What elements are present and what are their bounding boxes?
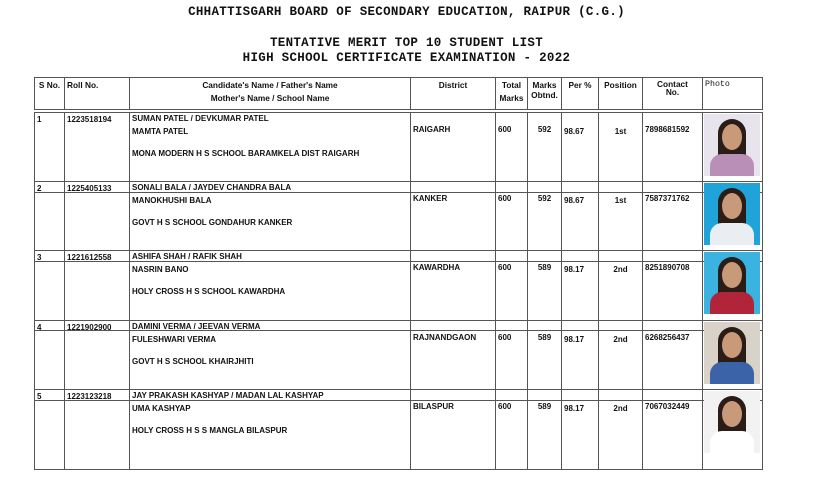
mother-name: UMA KASHYAP [132,403,191,413]
district: RAIGARH [410,112,496,193]
mother-name: MANOKHUSHI BALA [132,196,212,206]
sno: 2 [34,181,65,263]
col-sno: S No. [34,77,65,110]
exam-title: HIGH SCHOOL CERTIFICATE EXAMINATION - 20… [242,51,571,65]
school-name: MONA MODERN H S SCHOOL BARAMKELA DIST RA… [132,149,360,158]
sno: 5 [34,388,65,470]
contact-no: 7067032449 [642,388,703,470]
candidate-father-name: SONALI BALA / JAYDEV CHANDRA BALA [132,183,292,193]
candidate-info: DAMINI VERMA / JEEVAN VERMA FULESHWARI V… [129,319,411,401]
header-table: S No. Roll No. Candidate's Name / Father… [34,77,763,110]
table-row: 2 1225405133 SONALI BALA / JAYDEV CHANDR… [34,181,763,263]
contact-no: 7587371762 [642,181,703,263]
roll-no: 1225405133 [64,181,130,263]
col-name-line2: Mother's Name / School Name [210,93,330,103]
marks-obtained: 589 [527,388,562,470]
district: RAJNANDGAON [410,319,496,401]
col-total: Total Marks [495,77,528,110]
candidate-father-name: DAMINI VERMA / JEEVAN VERMA [132,321,261,331]
photo-cell [702,319,763,401]
photo-cell [702,388,763,470]
mother-name: NASRIN BANO [132,265,189,275]
table-row: 5 1223123218 JAY PRAKASH KASHYAP / MADAN… [34,388,763,470]
position: 2nd [598,388,643,470]
photo-cell [702,250,763,332]
district: KAWARDHA [410,250,496,332]
school-name: GOVT H S SCHOOL GONDAHUR KANKER [132,218,293,228]
marks-obtained: 592 [527,112,562,193]
percentage: 98.67 [561,112,599,193]
table-row: 4 1221902900 DAMINI VERMA / JEEVAN VERMA… [34,319,763,401]
school-name: GOVT H S SCHOOL KHAIRJHITI [132,356,254,366]
candidate-father-name: ASHIFA SHAH / RAFIK SHAH [132,252,242,262]
candidate-info: SONALI BALA / JAYDEV CHANDRA BALA MANOKH… [129,181,411,263]
school-name: HOLY CROSS H S S MANGLA BILASPUR [132,425,288,435]
col-roll: Roll No. [64,77,130,110]
photo-cell [702,181,763,263]
position: 2nd [598,319,643,401]
col-name-line1: Candidate's Name / Father's Name [202,80,338,90]
col-per: Per % [561,77,599,110]
mother-name: FULESHWARI VERMA [132,334,216,344]
list-title: TENTATIVE MERIT TOP 10 STUDENT LIST [269,36,544,50]
board-name: CHHATTISGARH BOARD OF SECONDARY EDUCATIO… [188,5,625,19]
contact-no: 6268256437 [642,319,703,401]
col-total-line1: Total [501,80,522,90]
col-district: District [410,77,496,110]
table-row: 1 1223518194 SUMAN PATEL / DEVKUMAR PATE… [34,112,763,193]
total-marks: 600 [495,388,528,470]
photo-cell [702,112,763,193]
col-position: Position [598,77,643,110]
percentage: 98.67 [561,181,599,263]
percentage: 98.17 [561,388,599,470]
marks-obtained: 589 [527,319,562,401]
roll-no: 1221902900 [64,319,130,401]
district: BILASPUR [410,388,496,470]
col-contact-line1: Contact [657,79,688,89]
student-photo [704,183,760,246]
candidate-father-name: JAY PRAKASH KASHYAP / MADAN LAL KASHYAP [132,390,324,400]
roll-no: 1221612558 [64,250,130,332]
candidate-info: SUMAN PATEL / DEVKUMAR PATEL MAMTA PATEL… [129,112,411,193]
col-marks: Marks Obtnd. [527,77,562,110]
student-photo [704,321,760,384]
col-marks-line1: Marks [532,80,557,90]
col-photo: Photo [702,77,763,110]
total-marks: 600 [495,319,528,401]
col-contact-line2: No. [665,87,680,97]
col-marks-line2: Obtnd. [531,90,558,100]
district: KANKER [410,181,496,263]
position: 1st [598,112,643,193]
col-contact: Contact No. [642,77,703,110]
mother-name: MAMTA PATEL [132,127,189,136]
candidate-father-name: SUMAN PATEL / DEVKUMAR PATEL [132,114,269,123]
col-total-line2: Marks [499,93,524,103]
roll-no: 1223123218 [64,388,130,470]
student-photo [704,390,760,453]
school-name: HOLY CROSS H S SCHOOL KAWARDHA [132,287,286,297]
col-name: Candidate's Name / Father's Name Mother's… [129,77,411,110]
candidate-info: JAY PRAKASH KASHYAP / MADAN LAL KASHYAP … [129,388,411,470]
marks-obtained: 592 [527,181,562,263]
student-photo [704,114,760,176]
student-photo [704,252,760,315]
